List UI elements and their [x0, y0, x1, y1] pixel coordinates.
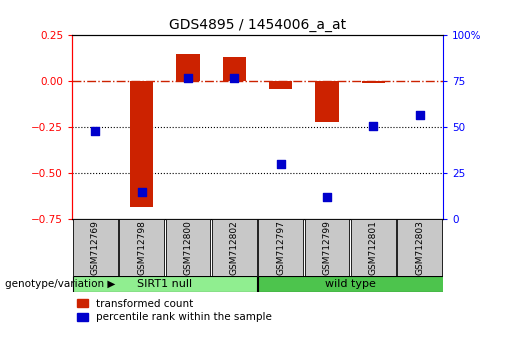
Text: GSM712801: GSM712801 — [369, 220, 378, 275]
Point — [277, 161, 285, 167]
Text: GSM712803: GSM712803 — [415, 220, 424, 275]
Text: GSM712802: GSM712802 — [230, 221, 239, 275]
Text: wild type: wild type — [325, 279, 375, 289]
Bar — [222, 57, 246, 81]
Text: genotype/variation ▶: genotype/variation ▶ — [5, 279, 115, 289]
Text: GSM712798: GSM712798 — [137, 220, 146, 275]
FancyBboxPatch shape — [259, 276, 444, 292]
Point — [416, 112, 424, 118]
Point — [184, 75, 192, 81]
Point — [369, 123, 377, 129]
Text: GSM712769: GSM712769 — [91, 220, 100, 275]
Point — [138, 189, 146, 195]
Bar — [315, 81, 338, 122]
Point — [91, 128, 99, 134]
FancyBboxPatch shape — [212, 219, 256, 276]
FancyBboxPatch shape — [305, 219, 349, 276]
FancyBboxPatch shape — [166, 219, 210, 276]
Bar — [269, 81, 293, 89]
Legend: transformed count, percentile rank within the sample: transformed count, percentile rank withi… — [77, 299, 272, 322]
FancyBboxPatch shape — [73, 219, 117, 276]
Text: GSM712800: GSM712800 — [183, 220, 193, 275]
Bar — [130, 81, 153, 207]
Point — [323, 195, 331, 200]
Point — [230, 75, 238, 81]
FancyBboxPatch shape — [73, 276, 256, 292]
Bar — [176, 54, 199, 81]
FancyBboxPatch shape — [259, 219, 303, 276]
Text: SIRT1 null: SIRT1 null — [137, 279, 193, 289]
FancyBboxPatch shape — [119, 219, 164, 276]
FancyBboxPatch shape — [351, 219, 396, 276]
Text: GSM712799: GSM712799 — [322, 220, 332, 275]
Text: GSM712797: GSM712797 — [276, 220, 285, 275]
Bar — [362, 81, 385, 83]
FancyBboxPatch shape — [398, 219, 442, 276]
Title: GDS4895 / 1454006_a_at: GDS4895 / 1454006_a_at — [169, 18, 346, 32]
